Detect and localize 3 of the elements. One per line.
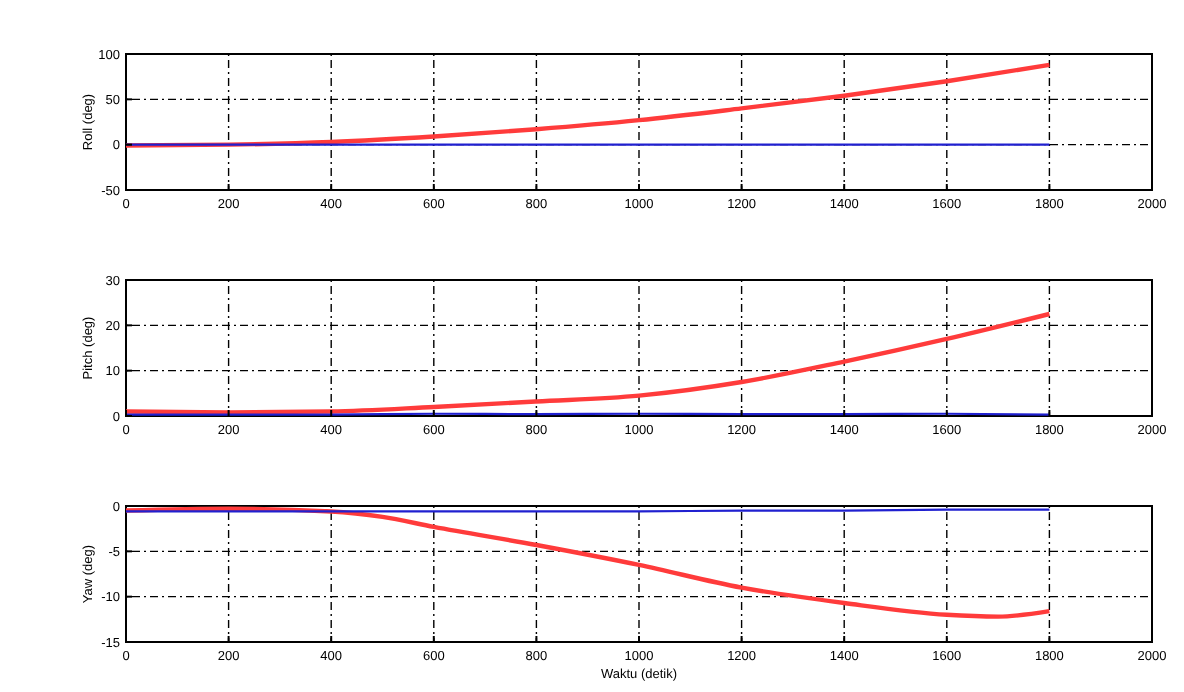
line-series — [123, 62, 1052, 148]
line-series — [123, 311, 1052, 415]
line-series — [123, 506, 1052, 619]
